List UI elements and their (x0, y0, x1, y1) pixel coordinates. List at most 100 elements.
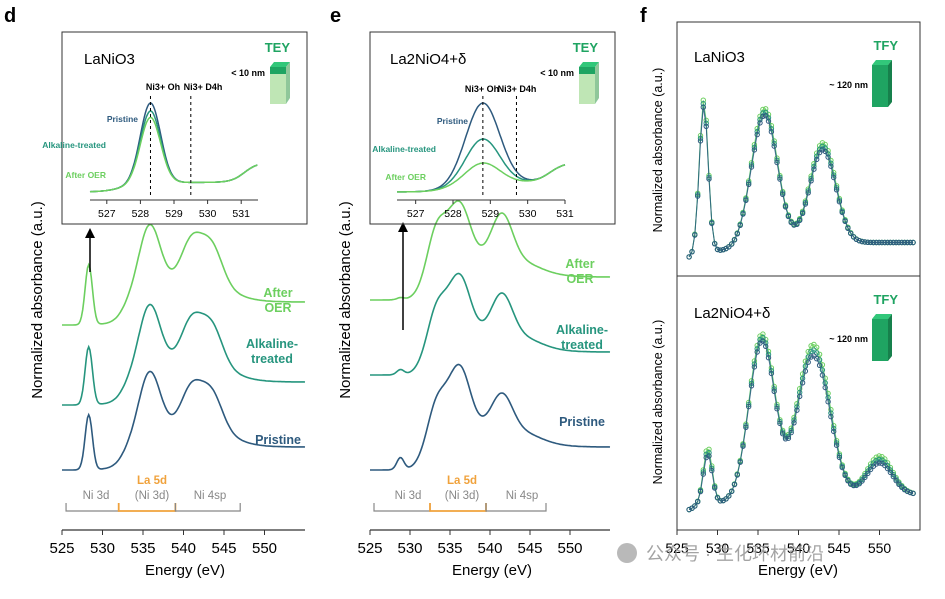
panel-e: e Normalized absorbance (a.u.) 525 530 535… (330, 5, 616, 579)
f-1-point (890, 473, 896, 480)
panel-d-arrow-head (85, 228, 95, 238)
f-1-point (893, 477, 899, 484)
f-1-point (808, 343, 814, 349)
f-0-point (734, 231, 740, 237)
d-inset-xtick-label-1: 528 (132, 208, 150, 220)
f-1-point (870, 457, 877, 463)
f-0-point (814, 156, 820, 163)
f-0-point (842, 218, 848, 225)
panel-e-label: e (330, 5, 341, 27)
panel-e-inset-marker-d4h: Ni3+ D4h (498, 84, 537, 94)
panel-e-inset: La2NiO4+δ TEY < 10 nm 527 528 529 530 531 Pr… (369, 31, 616, 225)
d-xtick-label-5: 550 (252, 540, 277, 557)
f-1-point (729, 488, 735, 495)
panel-f-xlabel: Energy (eV) (758, 562, 838, 579)
f-0-point (831, 174, 837, 181)
panel-d-bands (65, 503, 241, 512)
f-0-point (819, 147, 826, 153)
f-0-point (714, 246, 721, 253)
f-1-point (856, 481, 862, 487)
watermark: 公众号 · 生化环材前沿 (617, 543, 824, 564)
f-1-point (904, 488, 911, 495)
f-0-point (797, 217, 803, 224)
d-series-0 (62, 370, 306, 471)
f-1-point (805, 354, 811, 360)
f-0-point (816, 146, 823, 152)
e-xtick-label-0: 525 (357, 540, 382, 557)
f-1-point (811, 353, 817, 359)
panel-e-band-ni3d: Ni 3d (395, 490, 422, 502)
panel-e-band-la5d: La 5d (447, 475, 477, 487)
f-0-point (785, 213, 792, 220)
panel-e-label-oer-2: OER (566, 272, 593, 286)
f-1-point (839, 464, 845, 471)
f-1-point (811, 347, 817, 353)
f-0-point (836, 199, 843, 205)
panel-e-inset-label-oer: After OER (385, 172, 426, 182)
f-1-series-1 (688, 336, 914, 511)
f-0-point (805, 190, 811, 196)
f-0-point (825, 154, 831, 160)
f-0-point (726, 244, 732, 250)
f-1-point (808, 354, 814, 360)
f-1-point (802, 368, 809, 374)
f-0-point (853, 236, 860, 243)
f-1-point (859, 478, 865, 484)
f-0-point (822, 148, 828, 155)
panel-d-xlabel: Energy (eV) (145, 562, 225, 579)
f-1-point (814, 356, 820, 362)
f-1-point (723, 496, 729, 502)
panel-e-arrow-head (398, 222, 408, 232)
panel-d-band-la5d-ni3d: (Ni 3d) (135, 490, 170, 502)
panel-d-inset-marker-oh: Ni3+ Oh (146, 82, 180, 92)
panel-d-inset-label-pristine: Pristine (107, 114, 138, 124)
f-1-point (862, 474, 868, 481)
f-0-series-2 (688, 100, 914, 258)
f-0-point (765, 118, 772, 124)
f-1-point (873, 461, 879, 467)
e-inset-xtick-label-2: 529 (482, 208, 500, 220)
f-1-point (788, 429, 794, 436)
panel-d-inset-mode: TEY (265, 40, 291, 55)
panel-f-top-series (686, 97, 916, 260)
f-xtick-label-2: 535 (746, 540, 770, 556)
f-1-point (910, 490, 916, 497)
e-inset-xtick-label-4: 531 (556, 208, 574, 220)
panel-f-bottom-series (686, 331, 916, 513)
panel-f-bottom-mode: TFY (873, 292, 898, 307)
panel-d-band-ni3d: Ni 3d (83, 490, 110, 502)
f-1-point (808, 348, 814, 355)
f-1-point (686, 506, 692, 513)
panel-e-band-la5d-ni3d: (Ni 3d) (445, 490, 480, 502)
f-0-point (731, 237, 738, 243)
panel-d-series (62, 223, 306, 471)
f-1-point (726, 493, 732, 499)
f-0-point (845, 225, 851, 232)
panel-d-label-oer-2: OER (264, 301, 291, 315)
f-0-point (802, 201, 809, 207)
d-xtick-label-4: 545 (211, 540, 236, 557)
f-0-point (729, 241, 735, 247)
panel-e-inset-ticks: 527 528 529 530 531 (407, 200, 574, 220)
e-band-bracket-0 (373, 503, 431, 512)
f-1-point (842, 472, 848, 478)
panel-d-inset-marker-d4h: Ni3+ D4h (184, 82, 223, 92)
panel-d-label-alk-1: Alkaline- (246, 337, 298, 351)
panel-e-label-alk-2: treated (561, 338, 603, 352)
f-1-point (805, 359, 811, 365)
f-1-point (816, 362, 823, 368)
f-1-point (865, 470, 871, 477)
panel-d-inset-label-oer: After OER (65, 170, 106, 180)
panel-d-inset: LaNiO3 TEY < 10 nm 527 528 529 530 531 Prist… (42, 31, 308, 225)
panel-f-x-ticks: 525 530 535 540 545 550 (665, 530, 891, 556)
e-inset-xtick-label-3: 530 (519, 208, 537, 220)
panel-e-series (370, 200, 611, 471)
panel-e-inset-title: La2NiO4+δ (390, 51, 466, 68)
panel-e-inset-markers (482, 96, 517, 195)
panel-e-inset-label-pristine: Pristine (437, 116, 468, 126)
panel-f-label: f (640, 5, 647, 27)
f-1-point (845, 478, 851, 484)
e-series-2 (370, 200, 611, 301)
panel-e-label-pristine: Pristine (559, 415, 605, 429)
